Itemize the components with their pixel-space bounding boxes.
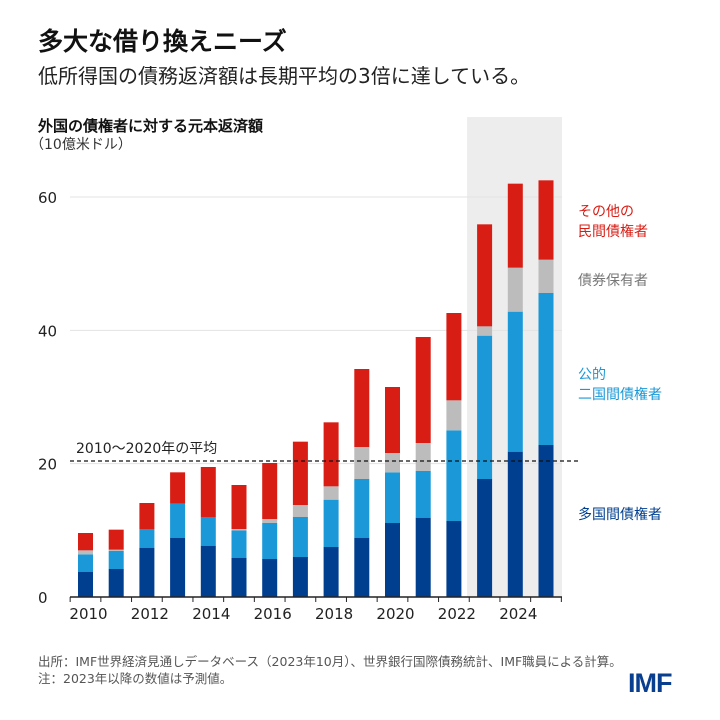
chart-title: 多大な借り換えニーズ	[38, 27, 287, 56]
x-tick-label: 2010	[69, 605, 107, 623]
bar-segment-2017-s1	[292, 517, 308, 557]
bar-segment-2020-s0	[385, 523, 400, 597]
bar-segment-2023-s2	[477, 326, 493, 336]
x-tick-label: 2014	[192, 605, 230, 623]
bar-segment-2025-s1	[538, 293, 554, 445]
bar-segment-2011-s3	[108, 529, 124, 550]
bar-segment-2015-s2	[231, 529, 247, 531]
bar-segment-2012-s0	[139, 547, 155, 597]
bar-segment-2023-s3	[477, 224, 493, 327]
bar-segment-2024-s0	[507, 451, 523, 597]
bar-segment-2010-s3	[78, 533, 93, 551]
bar-segment-2014-s0	[200, 545, 216, 597]
bar-segment-2014-s1	[200, 517, 216, 546]
footnote: 注：2023年以降の数値は予測値。	[38, 671, 233, 686]
bar-segment-2025-s2	[538, 259, 554, 293]
y-tick-label: 40	[38, 322, 57, 340]
x-tick-label: 2024	[499, 605, 537, 623]
bar-segment-2013-s3	[170, 472, 186, 504]
bar-segment-2016-s1	[262, 523, 278, 559]
legend-bilateral: 公的 二国間債権者	[578, 367, 662, 403]
legend-multilateral: 多国間債権者	[578, 507, 662, 523]
bar-segment-2015-s1	[231, 530, 247, 558]
bar-segment-2016-s3	[262, 463, 278, 519]
y-tick-label: 0	[38, 589, 48, 607]
bar-segment-2019-s2	[354, 447, 370, 479]
bar-segment-2015-s0	[231, 557, 247, 597]
bar-segment-2020-s1	[385, 472, 400, 523]
x-tick-label: 2020	[376, 605, 414, 623]
y-axis-unit: （10億米ドル）	[30, 137, 132, 153]
bar-segment-2022-s1	[446, 430, 462, 521]
y-tick-label: 60	[38, 189, 57, 207]
x-tick-label: 2018	[315, 605, 353, 623]
bar-segment-2010-s0	[78, 571, 93, 597]
bar-segment-2019-s0	[354, 537, 370, 597]
average-reference-label: 2010～2020年の平均	[76, 441, 217, 457]
bar-segment-2010-s2	[78, 550, 93, 555]
bar-segment-2020-s3	[385, 387, 400, 453]
bar-segment-2024-s3	[507, 183, 523, 268]
bar-segment-2021-s0	[415, 517, 431, 597]
y-axis-title: 外国の債権者に対する元本返済額	[38, 117, 264, 135]
bar-segment-2025-s0	[538, 445, 554, 597]
bar-segment-2014-s3	[200, 467, 216, 517]
bar-segment-2016-s2	[262, 519, 278, 523]
bar-segment-2011-s0	[108, 569, 124, 597]
x-tick-label: 2022	[438, 605, 476, 623]
bar-segment-2011-s1	[108, 551, 124, 569]
source-note: 出所：IMF世界経済見通しデータベース（2023年10月）、世界銀行国際債務統計…	[38, 654, 622, 669]
bar-segment-2015-s3	[231, 485, 247, 529]
bar-segment-2022-s0	[446, 521, 462, 597]
bar-segment-2019-s1	[354, 479, 370, 538]
bar-segment-2021-s3	[415, 337, 431, 443]
imf-logo: IMF	[628, 668, 672, 698]
bar-segment-2018-s0	[323, 547, 339, 597]
bar-segment-2022-s2	[446, 400, 462, 431]
chart-subtitle: 低所得国の債務返済額は長期平均の3倍に達している。	[38, 64, 531, 88]
bar-segment-2012-s1	[139, 529, 155, 548]
bar-segment-2017-s2	[292, 505, 308, 517]
bar-segment-2018-s1	[323, 499, 339, 547]
x-tick-label: 2016	[254, 605, 292, 623]
bar-segment-2016-s0	[262, 559, 278, 597]
bar-segment-2010-s1	[78, 554, 93, 572]
x-tick-label: 2012	[131, 605, 169, 623]
bar-segment-2017-s0	[292, 557, 308, 597]
bar-segment-2017-s3	[292, 441, 308, 505]
bar-segment-2021-s1	[415, 471, 431, 518]
y-tick-label: 20	[38, 456, 57, 474]
bar-segment-2012-s3	[139, 503, 155, 529]
bar-segment-2011-s2	[108, 549, 124, 551]
legend-bondholders: 債券保有者	[578, 273, 648, 289]
legend-other-private: その他の 民間債権者	[578, 204, 648, 240]
bar-segment-2023-s0	[477, 479, 493, 597]
bar-segment-2019-s3	[354, 369, 370, 447]
bar-segment-2024-s1	[507, 311, 523, 452]
bar-segment-2022-s3	[446, 313, 462, 401]
bar-segment-2013-s1	[170, 503, 186, 538]
bar-segment-2025-s3	[538, 180, 554, 260]
bar-segment-2023-s1	[477, 335, 493, 479]
bar-segment-2024-s2	[507, 267, 523, 312]
bar-segment-2018-s2	[323, 486, 339, 500]
bar-segment-2021-s2	[415, 443, 431, 471]
bar-segment-2020-s2	[385, 453, 400, 473]
bar-segment-2018-s3	[323, 422, 339, 487]
bar-segment-2013-s0	[170, 537, 186, 597]
